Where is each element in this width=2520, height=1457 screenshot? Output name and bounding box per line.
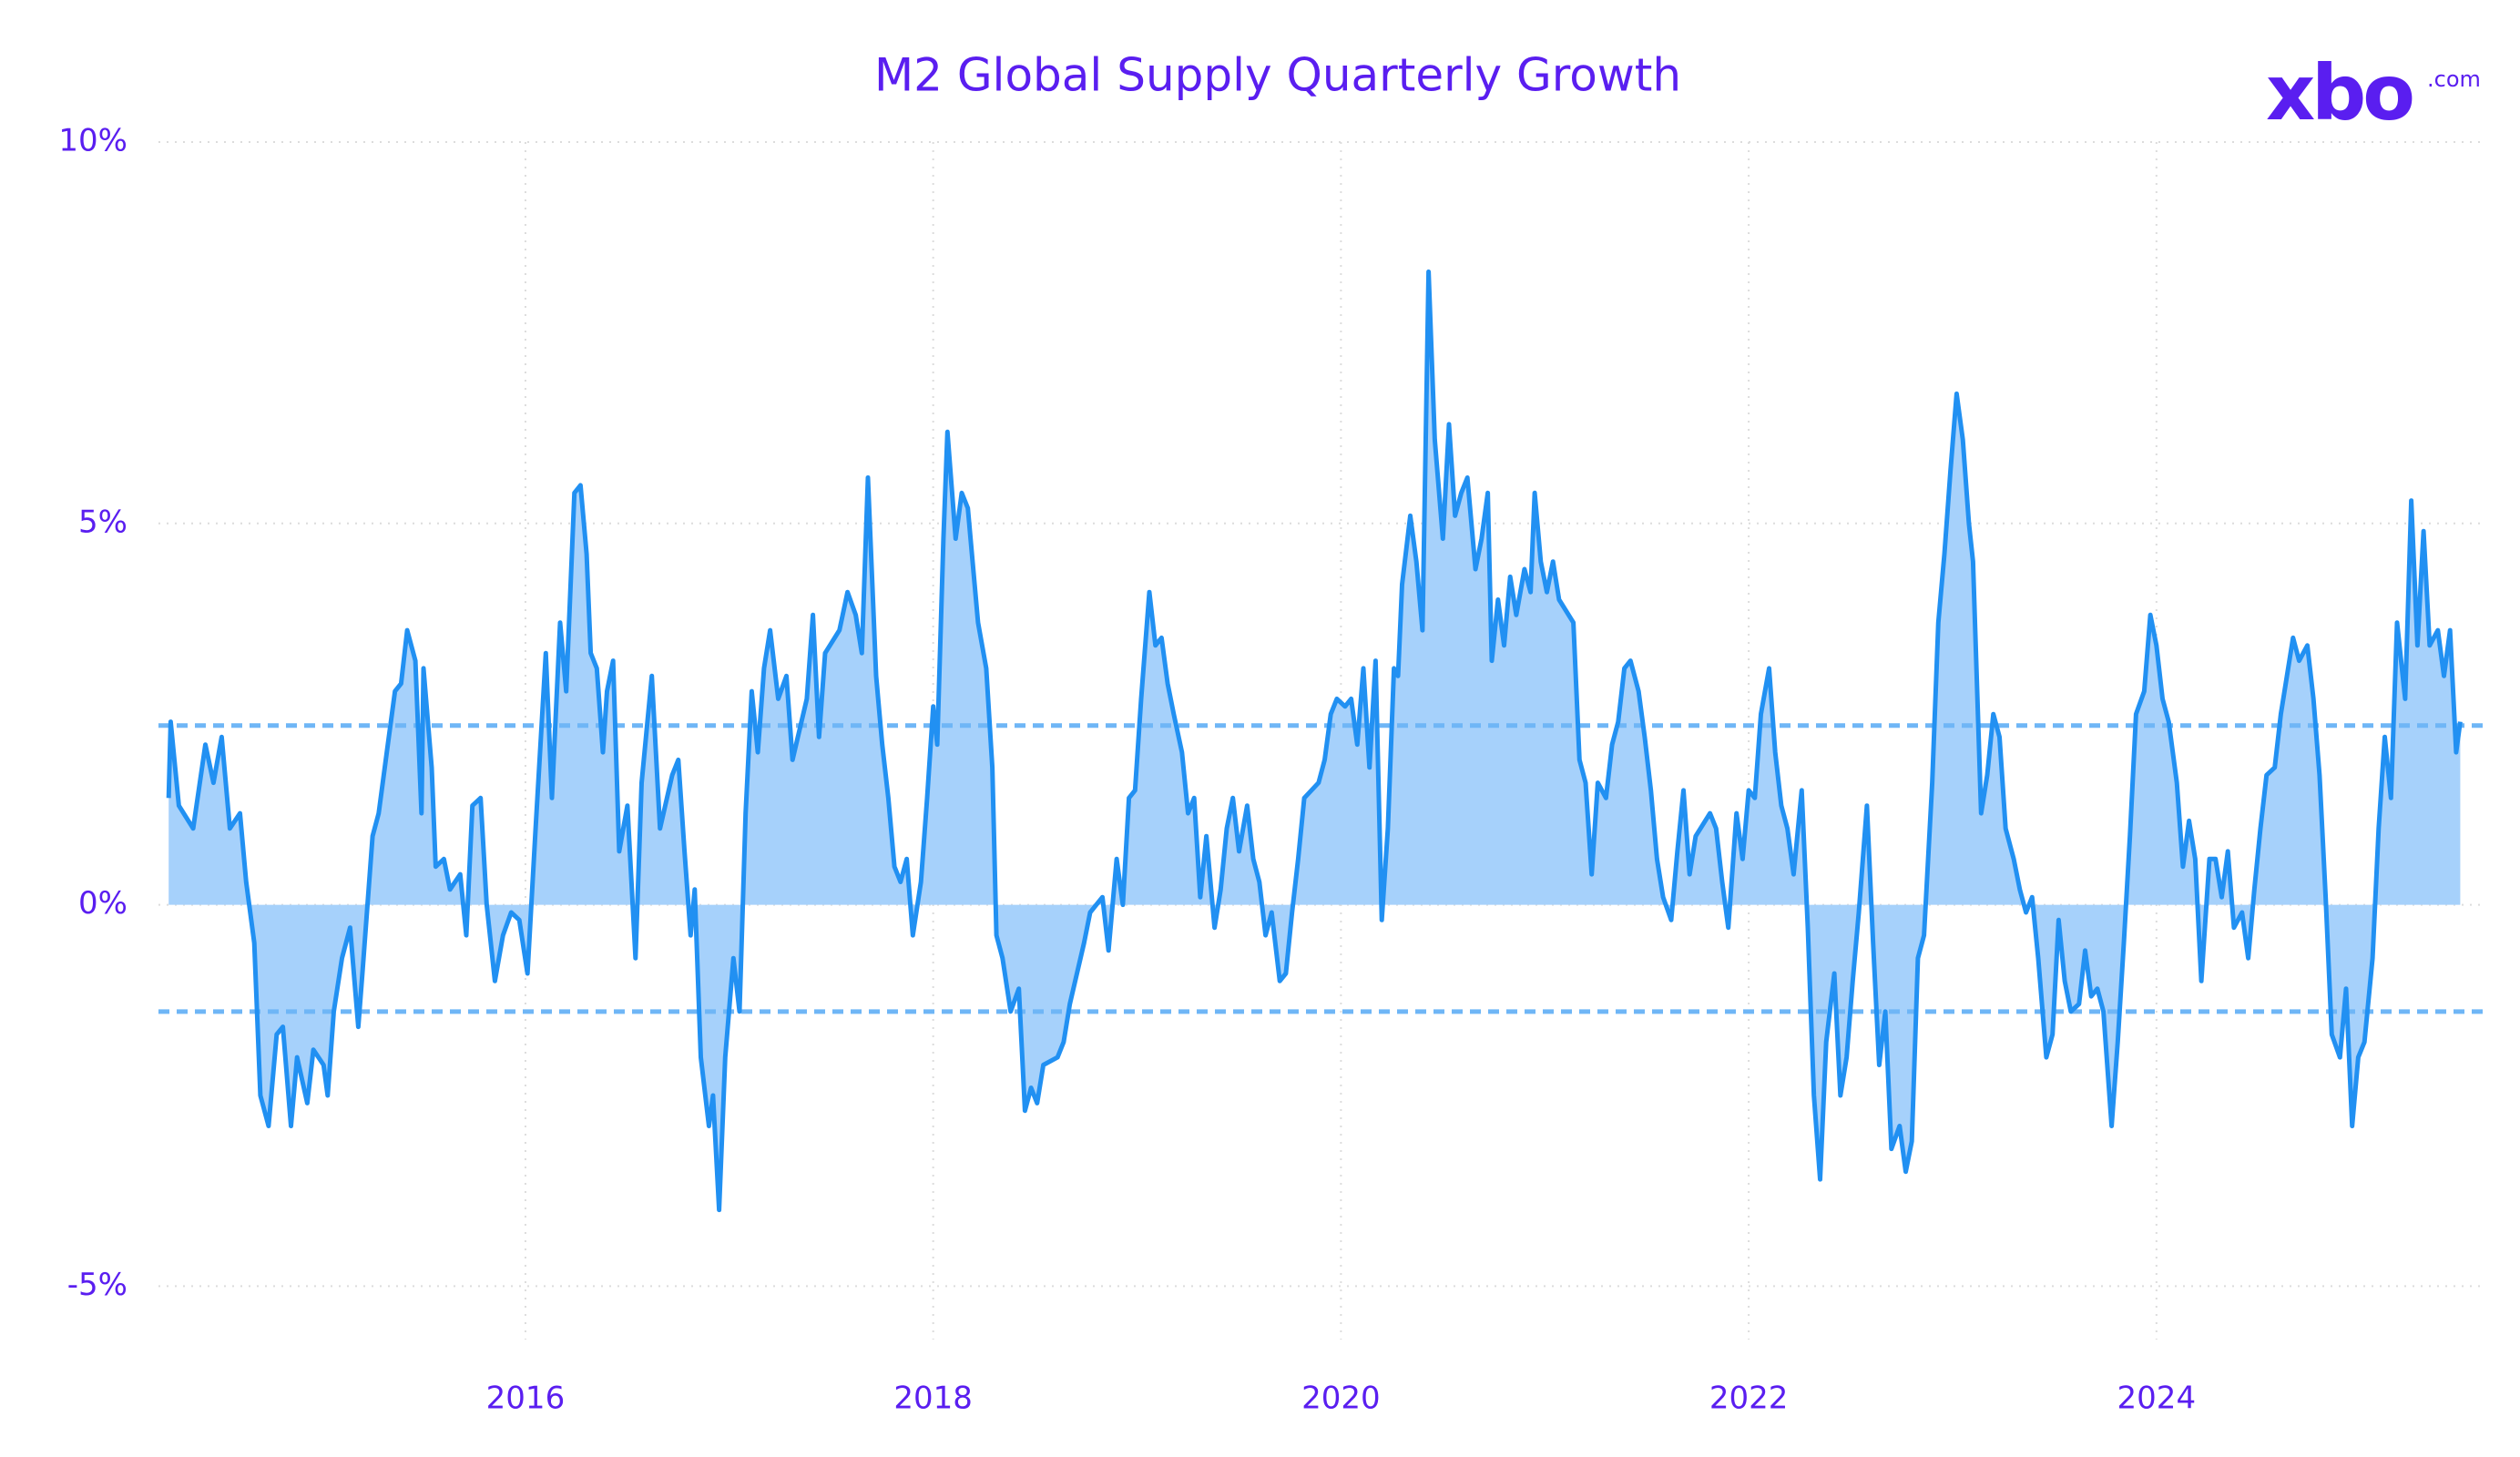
y-tick-label: -5% <box>67 1267 128 1303</box>
x-tick-label: 2016 <box>486 1381 566 1417</box>
x-tick-label: 2018 <box>893 1381 973 1417</box>
area <box>168 271 2461 1210</box>
y-tick-label: 0% <box>78 885 128 922</box>
y-tick-label: 5% <box>78 504 128 540</box>
logo-suffix: .com <box>2427 66 2481 92</box>
x-tick-label: 2024 <box>2117 1381 2197 1417</box>
x-tick-label: 2020 <box>1301 1381 1381 1417</box>
y-tick-label: 10% <box>58 123 128 159</box>
x-tick-label: 2022 <box>1709 1381 1789 1417</box>
chart-title: M2 Global Supply Quarterly Growth <box>874 49 1681 102</box>
logo: xbo <box>2266 48 2413 138</box>
line <box>166 269 2463 1213</box>
